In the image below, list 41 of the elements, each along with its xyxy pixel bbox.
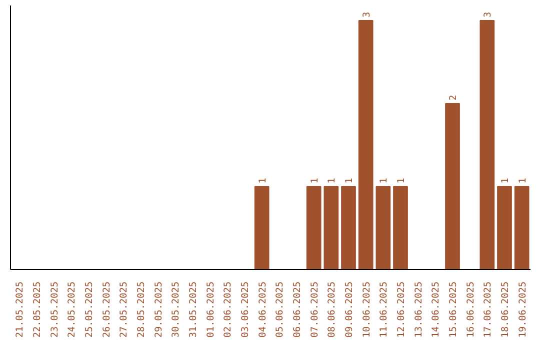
x-tick-label: 10.06.2025: [361, 281, 372, 338]
x-tick-label: 02.06.2025: [222, 281, 234, 338]
x-tick-label: 28.05.2025: [136, 281, 147, 338]
x-tick-label: 15.06.2025: [448, 281, 459, 338]
data-label: 1: [378, 178, 390, 184]
x-tick-label: 03.06.2025: [240, 281, 251, 338]
data-label: 1: [396, 178, 407, 184]
x-tick-label: 11.06.2025: [378, 281, 390, 338]
data-label: 3: [482, 12, 494, 18]
x-tick-label: 24.05.2025: [66, 281, 78, 338]
data-label: 3: [361, 12, 372, 18]
x-tick-label: 31.05.2025: [188, 281, 199, 338]
x-tick-label: 25.05.2025: [84, 281, 95, 338]
x-tick-label: 27.05.2025: [118, 281, 130, 338]
x-tick-label: 29.05.2025: [153, 281, 164, 338]
x-tick-label: 12.06.2025: [396, 281, 407, 338]
data-label: 1: [517, 178, 528, 184]
x-tick-label: 26.05.2025: [101, 281, 112, 338]
data-label: 2: [448, 94, 459, 100]
x-tick-label: 23.05.2025: [49, 281, 60, 338]
x-tick-label: 16.06.2025: [465, 281, 476, 338]
data-label: 1: [257, 178, 268, 184]
x-tick-label: 22.05.2025: [32, 281, 43, 338]
x-tick-label: 17.06.2025: [482, 281, 494, 338]
x-tick-label: 19.06.2025: [517, 281, 528, 338]
x-tick-label: 14.06.2025: [430, 281, 442, 338]
x-tick-label: 21.05.2025: [14, 281, 26, 338]
data-label: 1: [309, 178, 320, 184]
data-label: 1: [500, 178, 511, 184]
x-tick-label: 07.06.2025: [309, 281, 320, 338]
x-tick-label: 18.06.2025: [500, 281, 511, 338]
x-tick-label: 08.06.2025: [326, 281, 338, 338]
x-tick-label: 06.06.2025: [292, 281, 303, 338]
x-tick-label: 30.05.2025: [170, 281, 182, 338]
data-label: 1: [344, 178, 355, 184]
x-tick-label: 01.06.2025: [205, 281, 216, 338]
x-tick-label: 04.06.2025: [257, 281, 268, 338]
data-label: 1: [326, 178, 338, 184]
x-tick-label: 09.06.2025: [344, 281, 355, 338]
x-tick-label: 13.06.2025: [413, 281, 424, 338]
x-tick-label: 05.06.2025: [274, 281, 286, 338]
